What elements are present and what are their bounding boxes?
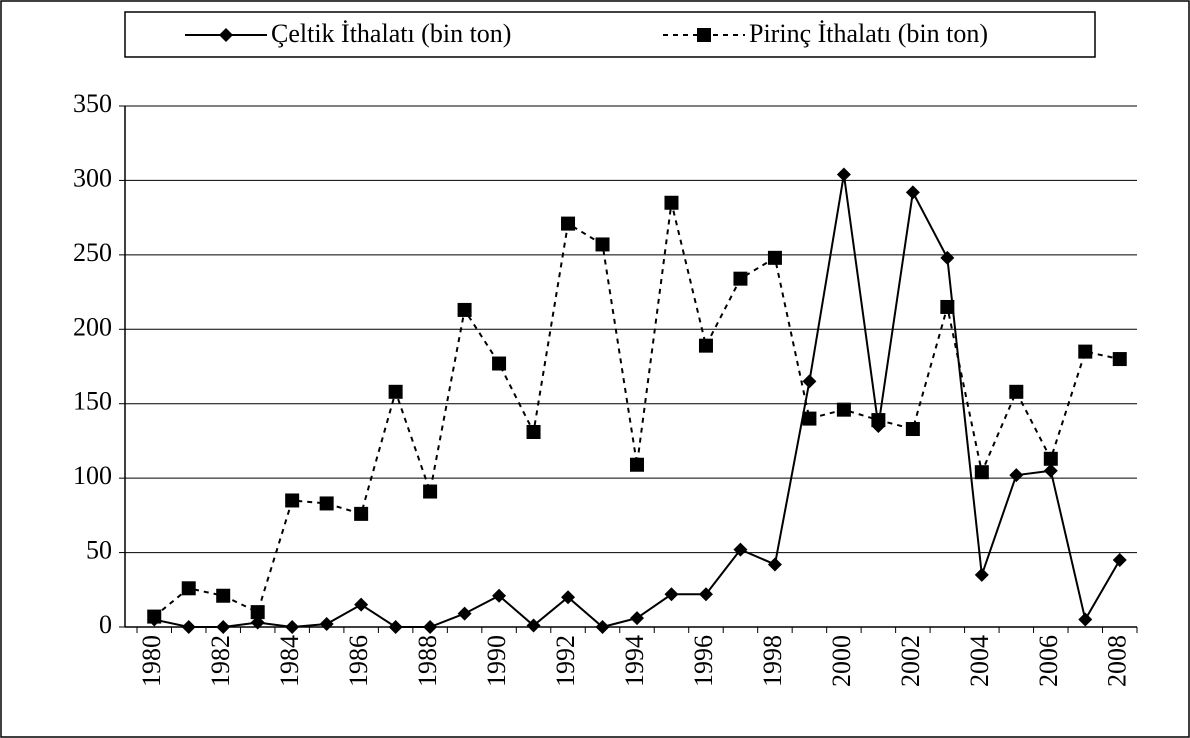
marker [216, 588, 231, 603]
y-tick-label: 300 [73, 163, 112, 192]
marker [423, 620, 438, 634]
marker [1043, 463, 1058, 478]
marker [767, 557, 782, 572]
marker [285, 620, 300, 634]
marker [1009, 468, 1024, 483]
y-tick-label: 0 [99, 610, 112, 639]
marker [905, 185, 920, 200]
marker [940, 299, 955, 314]
y-tick-label: 150 [73, 387, 112, 416]
marker [388, 620, 403, 634]
marker [1043, 451, 1058, 466]
y-tick-label: 250 [73, 238, 112, 267]
marker [595, 620, 610, 634]
marker [561, 590, 576, 605]
marker [1112, 553, 1127, 568]
x-tick-label: 2004 [965, 635, 994, 687]
marker [1078, 612, 1093, 627]
x-tick-label: 1982 [206, 635, 235, 687]
marker [181, 620, 196, 634]
x-tick-label: 2006 [1034, 635, 1063, 687]
marker [319, 496, 334, 511]
marker [940, 250, 955, 265]
marker [802, 411, 817, 426]
x-tick-label: 2000 [827, 635, 856, 687]
marker [492, 588, 507, 603]
marker [457, 302, 472, 317]
marker [285, 493, 300, 508]
marker [836, 402, 851, 417]
x-tick-label: 1980 [137, 635, 166, 687]
y-tick-label: 100 [73, 461, 112, 490]
marker [354, 597, 369, 612]
marker [595, 237, 610, 252]
marker [905, 422, 920, 437]
marker [423, 484, 438, 499]
x-tick-label: 1994 [620, 635, 649, 687]
y-tick-label: 350 [73, 89, 112, 118]
marker [354, 506, 369, 521]
marker [974, 567, 989, 582]
y-tick-label: 200 [73, 312, 112, 341]
marker [1009, 384, 1024, 399]
marker [250, 605, 265, 620]
marker [630, 457, 644, 472]
marker [147, 609, 162, 624]
marker [1078, 344, 1093, 359]
marker [1112, 352, 1127, 367]
marker [526, 424, 541, 439]
marker [767, 250, 782, 265]
x-tick-label: 1988 [413, 635, 442, 687]
marker [733, 271, 748, 286]
marker [974, 465, 989, 480]
marker [630, 611, 644, 626]
marker [871, 413, 886, 428]
x-tick-label: 1992 [551, 635, 580, 687]
marker [698, 338, 713, 353]
x-tick-label: 1998 [758, 635, 787, 687]
marker [319, 617, 334, 632]
marker [802, 374, 817, 389]
x-tick-label: 1990 [482, 635, 511, 687]
legend-label: Çeltik İthalatı (bin ton) [271, 19, 511, 48]
marker [664, 587, 679, 602]
legend-box [124, 11, 1096, 58]
marker [216, 620, 231, 634]
x-tick-label: 2002 [896, 635, 925, 687]
marker [492, 356, 507, 371]
x-tick-label: 2008 [1103, 635, 1132, 687]
marker [836, 167, 851, 182]
marker [733, 542, 748, 557]
marker [561, 216, 576, 231]
x-tick-label: 1996 [689, 635, 718, 687]
marker [664, 195, 679, 210]
marker [526, 618, 541, 633]
marker [698, 587, 713, 602]
legend-label: Pirinç İthalatı (bin ton) [749, 19, 988, 48]
marker [181, 581, 196, 596]
marker [457, 606, 472, 621]
marker [388, 384, 403, 399]
x-tick-label: 1986 [344, 635, 373, 687]
y-tick-label: 50 [86, 536, 112, 565]
x-tick-label: 1984 [275, 635, 304, 687]
legend-marker [219, 28, 233, 42]
legend-marker [697, 28, 711, 42]
